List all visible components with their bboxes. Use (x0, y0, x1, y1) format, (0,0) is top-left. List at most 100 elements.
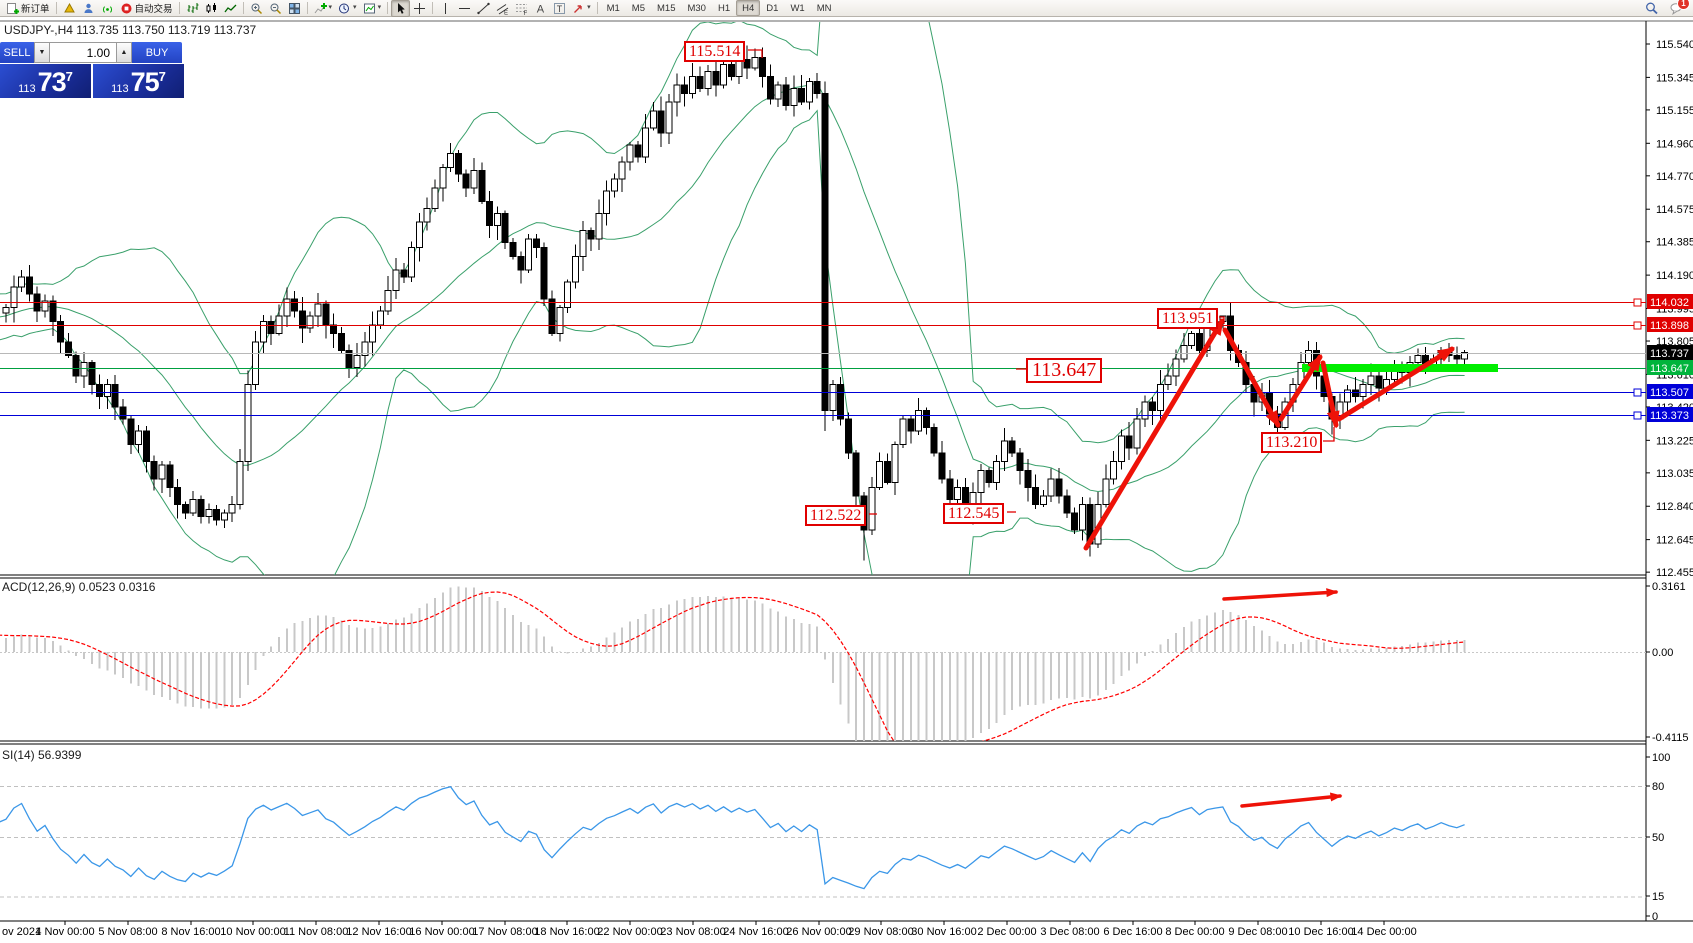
indicators-add-button[interactable]: ▾ (311, 0, 336, 17)
price-annotation-112.545[interactable]: 112.545 (943, 503, 1005, 524)
svg-text:112.645: 112.645 (1656, 535, 1693, 547)
sell-price-big: 73 (37, 67, 67, 97)
trendline-button[interactable] (474, 0, 493, 17)
tile-windows-button[interactable] (285, 0, 304, 17)
new-order-button[interactable]: 新订单 (3, 0, 53, 17)
trend-arrow-1[interactable] (1083, 318, 1225, 551)
chat-button[interactable]: 1 (1667, 0, 1690, 17)
indicator-cone-button[interactable] (60, 0, 79, 17)
timeframe-m1-button[interactable]: M1 (606, 2, 620, 14)
price-annotation-113.647[interactable]: 113.647 (1026, 358, 1103, 383)
crosshair-button[interactable] (410, 0, 429, 17)
vertical-line-button[interactable] (436, 0, 455, 17)
autotrade-button[interactable]: 自动交易 (117, 0, 176, 17)
trend-arrow-3[interactable] (1278, 354, 1323, 422)
annotation-leader (748, 49, 763, 58)
svg-text:114.770: 114.770 (1656, 171, 1693, 183)
volume-increase-button[interactable]: ▲ (116, 42, 132, 63)
cursor-button[interactable] (391, 0, 411, 17)
buy-price-pip: 7 (158, 69, 166, 84)
buy-button[interactable]: BUY (132, 42, 182, 63)
bollinger-upper (0, 22, 1465, 444)
level-line-113.898[interactable] (0, 321, 1646, 330)
search-button[interactable] (1642, 0, 1661, 17)
dropdown-caret-icon: ▾ (353, 4, 357, 11)
candle-chart-button[interactable] (202, 0, 221, 17)
vertical-line-icon (445, 2, 447, 14)
line-chart-button[interactable] (221, 0, 240, 17)
arrows-button[interactable]: ▾ (569, 0, 594, 17)
line-handle[interactable] (1633, 298, 1642, 307)
timeframe-h1-button[interactable]: H1 (717, 2, 731, 14)
cursor-icon (398, 2, 405, 14)
level-line-113.507[interactable] (0, 388, 1646, 397)
timeframe-m15-button[interactable]: M15 (657, 2, 676, 14)
zoom-in-button[interactable] (247, 0, 266, 17)
svg-text:114.575: 114.575 (1656, 204, 1693, 216)
line-handle[interactable] (1633, 411, 1642, 420)
sell-button[interactable]: SELL (0, 42, 34, 63)
svg-text:100: 100 (1652, 752, 1670, 764)
price-badge-113.898: 113.898 (1647, 317, 1693, 332)
new-order-label: 新订单 (21, 4, 50, 15)
highlight-band[interactable] (1302, 364, 1498, 372)
timeframe-d1-button[interactable]: D1 (766, 2, 779, 14)
one-click-trade-panel: SELL ▼ ▲ BUY 113 73 7 113 75 7 (0, 42, 184, 98)
text-button[interactable]: A (531, 0, 550, 17)
svg-text:0.3161: 0.3161 (1652, 581, 1686, 593)
line-handle[interactable] (1633, 321, 1642, 330)
price-annotation-115.514[interactable]: 115.514 (684, 41, 746, 62)
rsi-panel (0, 786, 1646, 898)
price-annotation-112.522[interactable]: 112.522 (805, 505, 867, 526)
line-handle[interactable] (1633, 388, 1642, 397)
zoom-in-icon (251, 3, 262, 14)
template-button[interactable]: ▾ (360, 0, 385, 17)
fibonacci-button[interactable]: F (512, 0, 531, 17)
rsi-trend-arrow[interactable] (1240, 792, 1343, 808)
macd-trend-arrow[interactable] (1222, 588, 1339, 601)
svg-text:113.507: 113.507 (1650, 387, 1689, 399)
timeframe-w1-button[interactable]: W1 (790, 2, 805, 14)
level-line-114.032[interactable] (0, 298, 1646, 307)
svg-text:A: A (537, 3, 545, 15)
candle-chart-icon (206, 2, 216, 13)
timeframe-mn-button[interactable]: MN (816, 2, 832, 14)
svg-text:114.385: 114.385 (1656, 237, 1693, 249)
timeframe-m30-button[interactable]: M30 (687, 2, 706, 14)
periods-clock-button[interactable]: ▾ (335, 0, 360, 17)
svg-text:0: 0 (1652, 911, 1658, 923)
svg-text:2 Dec 00:00: 2 Dec 00:00 (977, 926, 1036, 938)
bar-chart-button[interactable] (183, 0, 202, 17)
trend-arrow-2[interactable] (1222, 327, 1281, 428)
text-label-button[interactable]: T (550, 0, 569, 17)
timeframe-h4-button[interactable]: H4 (736, 0, 761, 16)
svg-text:112.840: 112.840 (1656, 501, 1693, 513)
price-annotation-113.210[interactable]: 113.210 (1261, 432, 1323, 453)
profile-button[interactable] (79, 0, 98, 17)
tile-windows-icon (288, 2, 300, 14)
svg-text:113.225: 113.225 (1656, 435, 1693, 447)
crosshair-icon (414, 2, 426, 14)
volume-decrease-button[interactable]: ▼ (34, 42, 50, 63)
volume-input[interactable] (50, 42, 116, 63)
price-annotation-113.951[interactable]: 113.951 (1157, 308, 1219, 329)
horizontal-line-button[interactable] (455, 0, 474, 17)
trend-arrow-5[interactable] (1336, 346, 1455, 422)
sell-price-prefix: 113 (18, 83, 36, 95)
indicator-cone-icon (63, 2, 75, 12)
svg-text:3 Dec 08:00: 3 Dec 08:00 (1040, 926, 1099, 938)
svg-text:24 Nov 16:00: 24 Nov 16:00 (723, 926, 788, 938)
buy-price-display[interactable]: 113 75 7 (93, 64, 184, 98)
equidistant-channel-button[interactable]: E (493, 0, 512, 17)
svg-text:113.373: 113.373 (1650, 410, 1689, 422)
annotation-leader (1219, 316, 1225, 324)
timeframe-m5-button[interactable]: M5 (631, 2, 645, 14)
signals-button[interactable] (98, 0, 117, 17)
level-line-113.373[interactable] (0, 411, 1646, 420)
sell-price-display[interactable]: 113 73 7 (0, 64, 91, 98)
price-axis[interactable]: 115.540 115.345 115.155 114.960 114.770 114.5… (1646, 39, 1693, 923)
main-toolbar: 新订单 自动交易 ▾ ▾ ▾ E F A T ▾ M1 M5 M15 M30 H1 H4 D1 W1 MN 1 (0, 0, 1693, 17)
zoom-out-button[interactable] (266, 0, 285, 17)
trend-arrow-4[interactable] (1320, 360, 1340, 429)
